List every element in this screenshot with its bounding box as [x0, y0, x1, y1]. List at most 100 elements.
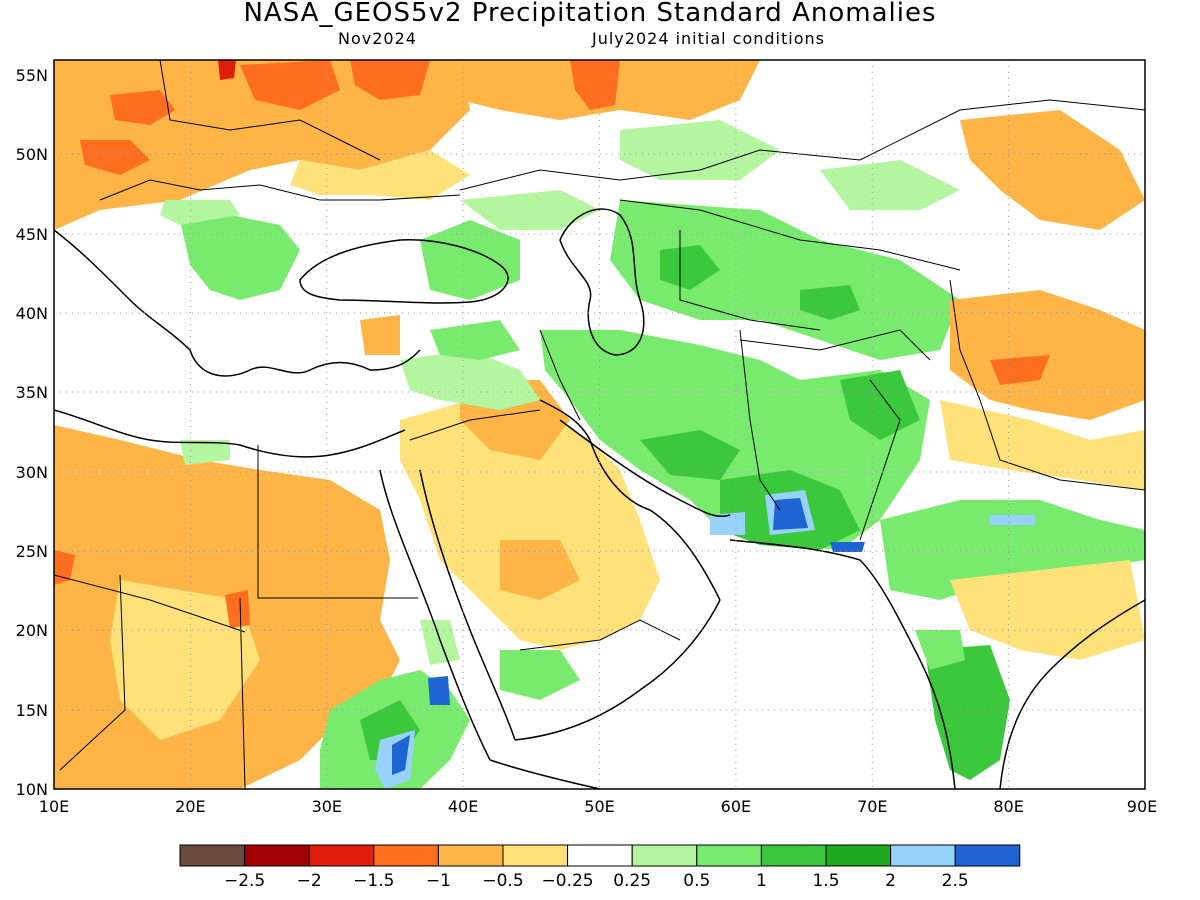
- lat-axis: 55N 50N 45N 40N 35N 30N 25N 20N 15N 10N: [16, 66, 48, 799]
- borders: [54, 60, 1145, 789]
- coast-arabia-east: [539, 399, 721, 601]
- region-western-china-core: [990, 355, 1050, 385]
- lon-tick-60e: 60E: [721, 797, 751, 816]
- anomaly-field: [54, 60, 1145, 789]
- colorbar-label: −0.25: [542, 871, 594, 891]
- border-algeria-niger: [59, 574, 126, 771]
- colorbar-swatch: [890, 844, 956, 867]
- colorbar-swatch: [631, 844, 698, 867]
- region-caucasus: [460, 190, 600, 230]
- colorbar-swatch: [308, 844, 375, 867]
- lon-axis: 10E 20E 30E 40E 50E 60E 70E 80E 90E: [39, 797, 1157, 816]
- region-central-asia: [610, 200, 960, 360]
- region-kazakh-light: [620, 120, 780, 180]
- border-kazakh-south: [619, 199, 961, 271]
- colorbar-label: 1.5: [812, 871, 839, 891]
- coastlines: [54, 208, 1145, 789]
- lon-tick-40e: 40E: [448, 797, 478, 816]
- lat-tick-25n: 25N: [16, 542, 48, 561]
- colorbar-swatch: [760, 844, 827, 867]
- colorbar-swatch: [825, 844, 892, 867]
- lon-tick-50e: 50E: [584, 797, 614, 816]
- lat-tick-10n: 10N: [16, 780, 48, 799]
- lat-tick-30n: 30N: [16, 463, 48, 482]
- coast-europe-south: [54, 229, 421, 377]
- region-western-china: [950, 290, 1145, 420]
- border-afghan: [739, 329, 931, 361]
- region-central-india-dry: [950, 560, 1145, 660]
- colorbar-swatch: [373, 844, 439, 867]
- lon-tick-30e: 30E: [312, 797, 342, 816]
- colorbar-swatch: [437, 844, 504, 867]
- region-europe-deep: [218, 60, 236, 80]
- region-europe-core-2: [110, 90, 175, 125]
- region-southern-pakistan: [773, 498, 808, 530]
- colorbar-label: −2: [297, 871, 322, 891]
- region-india-lightblue: [990, 515, 1035, 525]
- colorbar-swatch: [954, 844, 1021, 867]
- coast-red-sea-west: [379, 469, 491, 761]
- region-north-india: [880, 500, 1145, 600]
- region-iran-core: [640, 430, 740, 480]
- coast-africa-north: [54, 409, 406, 458]
- region-levant-light: [400, 350, 540, 410]
- lon-tick-70e: 70E: [857, 797, 887, 816]
- colorbar-swatch: [502, 844, 569, 867]
- coast-india-west: [729, 539, 956, 789]
- map-frame: [53, 59, 1146, 790]
- coast-persian-gulf: [559, 419, 731, 517]
- region-balkans-light: [160, 200, 240, 225]
- region-southern-pakistan-2: [710, 512, 745, 535]
- region-mongolia-dry: [960, 110, 1145, 230]
- region-sahara-yellow: [110, 580, 260, 740]
- map-title: NASA_GEOS5v2 Precipitation Standard Anom…: [243, 0, 937, 28]
- border-russia-south: [459, 99, 1145, 191]
- colorbar-label: −1: [426, 871, 451, 891]
- colorbar-label: 2.5: [942, 871, 969, 891]
- initial-conditions-label: July2024 initial conditions: [592, 29, 825, 48]
- region-ethiopian-highlands: [428, 676, 450, 705]
- lat-tick-40n: 40N: [16, 304, 48, 323]
- lat-tick-45n: 45N: [16, 225, 48, 244]
- border-saudi-north: [409, 409, 541, 441]
- colorbar-label: −0.5: [482, 871, 523, 891]
- colorbar-label: 0.5: [683, 871, 710, 891]
- lon-tick-80e: 80E: [993, 797, 1023, 816]
- border-central-asia: [679, 230, 821, 331]
- lon-tick-10e: 10E: [39, 797, 69, 816]
- border-europe-1: [99, 179, 461, 201]
- region-europe-core-4: [350, 60, 430, 100]
- region-north-africa-light: [180, 440, 230, 465]
- colorbar-swatch: [179, 844, 246, 867]
- region-turkey-dry: [360, 315, 400, 355]
- lon-tick-90e: 90E: [1127, 797, 1157, 816]
- lat-tick-20n: 20N: [16, 621, 48, 640]
- region-europe-core-3: [240, 60, 340, 110]
- region-europe-yellow: [290, 150, 470, 200]
- region-balkans: [180, 215, 300, 300]
- region-southern-india-light: [915, 630, 965, 670]
- coast-red-sea-east: [419, 469, 516, 741]
- lat-tick-35n: 35N: [16, 383, 48, 402]
- region-pakistan-core-2: [840, 370, 920, 440]
- lon-tick-20e: 20E: [175, 797, 205, 816]
- coast-horn: [489, 759, 601, 789]
- coast-arabia-south: [514, 599, 721, 741]
- region-germany-poland-core: [80, 140, 150, 175]
- region-arabia-interior: [400, 400, 660, 650]
- colorbar-label: 2: [885, 871, 896, 891]
- region-black-sea-south: [420, 220, 520, 300]
- region-central-asia-core-2: [800, 285, 860, 320]
- border-libya-egypt: [257, 445, 418, 599]
- region-southern-india: [925, 645, 1010, 780]
- region-arabia-dry-2: [500, 540, 580, 600]
- colorbar-label: −1.5: [353, 871, 394, 891]
- colorbar-swatch: [567, 844, 633, 867]
- colorbar-swatch: [244, 844, 310, 867]
- region-europe-core-5: [570, 60, 620, 110]
- colorbar-swatch: [696, 844, 762, 867]
- region-kazakh-light-2: [820, 160, 960, 210]
- border-sahara-west: [54, 574, 246, 633]
- lat-tick-55n: 55N: [16, 66, 48, 85]
